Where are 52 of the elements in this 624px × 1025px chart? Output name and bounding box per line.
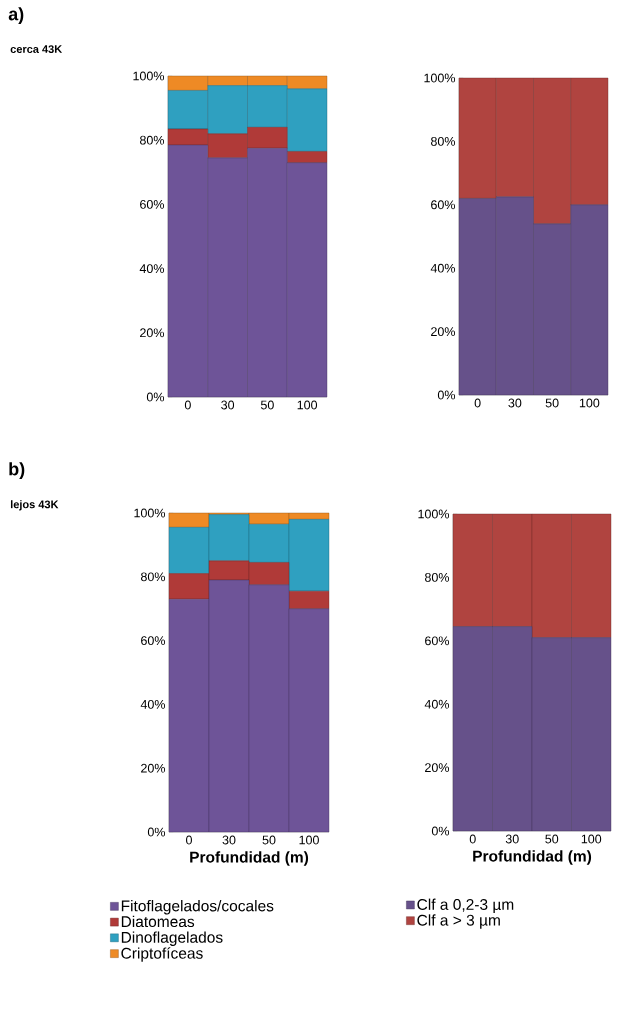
x-tick-label: 30 [505,834,519,844]
x-tick-label: 50 [262,835,276,845]
y-tick-label: 40% [430,263,456,273]
y-tick-label: 20% [141,763,166,773]
x-tick-label: 100 [579,398,600,408]
x-axis-title: Profundidad (m) [473,850,592,865]
x-tick-label: 50 [545,398,559,408]
x-tick-label: 0 [469,834,476,844]
legend-label: Fitoflagelados/cocales [121,900,274,915]
y-tick-label: 60% [140,199,165,209]
y-tick-label: 0% [147,827,166,837]
x-tick-label: 100 [297,400,318,410]
y-tick-label: 20% [431,327,456,337]
y-tick-label: 80% [140,135,165,145]
y-tick-label: 80% [141,572,166,582]
legend-label: Dinoflagelados [121,931,223,946]
y-tick-label: 20% [140,328,165,338]
x-tick-label: 0 [184,400,191,410]
y-tick-label: 0% [437,390,456,400]
y-tick-label: 20% [425,763,450,773]
x-tick-label: 0 [474,398,481,408]
legend-label: Diatomeas [121,915,195,928]
x-tick-label: 30 [508,398,522,408]
y-tick-label: 40% [139,264,165,274]
x-tick-label: 50 [545,834,559,844]
y-tick-label: 80% [425,572,450,582]
x-tick-label: 30 [221,400,235,410]
y-tick-label: 80% [431,136,456,146]
text: lejos 43K [10,500,59,511]
text: b) [9,462,25,479]
x-tick-label: 100 [299,835,319,845]
x-axis-title: Profundidad (m) [190,851,309,866]
x-tick-label: 30 [222,835,236,845]
legend-label: Clf a > 3 µm [417,914,500,929]
x-tick-label: 50 [260,400,274,410]
y-tick-label: 0% [431,826,450,836]
y-tick-label: 100% [134,508,166,518]
y-tick-label: 100% [133,71,165,81]
y-tick-label: 100% [424,73,456,83]
text: a) [8,7,24,24]
y-tick-label: 100% [418,509,450,519]
y-tick-label: 60% [141,636,166,646]
y-tick-label: 60% [431,200,456,210]
text: cerca 43K [10,45,63,53]
x-tick-label: 0 [186,835,192,845]
y-tick-label: 40% [424,699,450,709]
x-tick-label: 100 [581,834,602,844]
legend-label: Clf a 0,2-3 µm [417,898,514,914]
legend-label: Criptofíceas [121,947,203,962]
y-tick-label: 0% [146,392,165,402]
y-tick-label: 60% [425,636,450,646]
y-tick-label: 40% [140,699,166,709]
